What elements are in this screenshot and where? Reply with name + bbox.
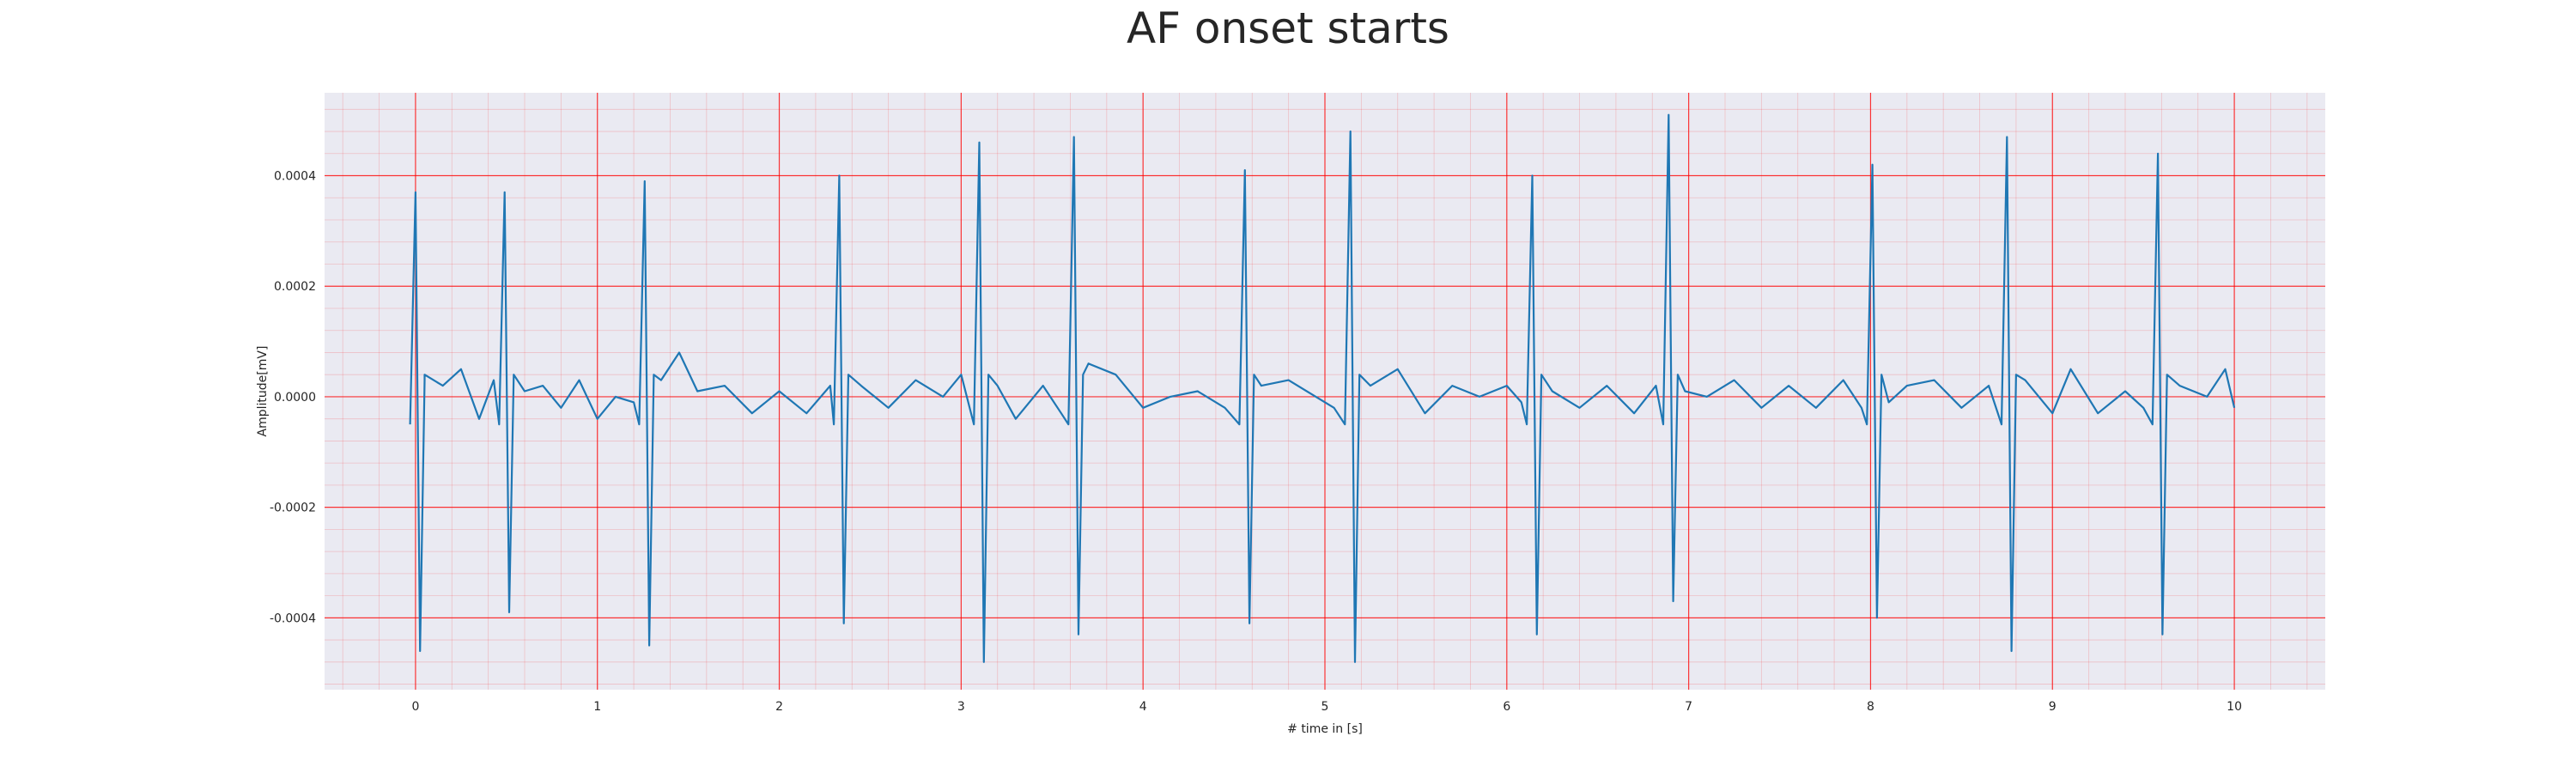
y-tick-label: -0.0002 (270, 502, 316, 515)
y-tick-label: 0.0004 (274, 170, 316, 184)
x-tick-label: 9 (2049, 700, 2057, 714)
x-tick-label: 3 (957, 700, 965, 714)
major-grid (325, 93, 2325, 690)
y-tick-label: -0.0004 (270, 612, 316, 625)
x-tick-label: 6 (1503, 700, 1510, 714)
x-tick-label: 10 (2227, 700, 2242, 714)
x-tick-label: 2 (775, 700, 783, 714)
y-tick-label: 0.0000 (274, 391, 316, 405)
x-tick-label: 4 (1139, 700, 1147, 714)
x-tick-label: 8 (1867, 700, 1874, 714)
y-axis-label: Amplitude[mV] (256, 346, 270, 437)
x-axis-ticks: 0 1 2 3 4 5 6 7 8 9 10 (411, 700, 2242, 714)
x-axis-label: # time in [s] (1287, 722, 1363, 736)
x-tick-label: 5 (1321, 700, 1329, 714)
x-tick-label: 7 (1685, 700, 1692, 714)
y-tick-label: 0.0002 (274, 280, 316, 294)
y-axis-ticks: -0.0004 -0.0002 0.0000 0.0002 0.0004 (270, 170, 316, 626)
chart-title: AF onset starts (1127, 3, 1449, 53)
ecg-signal-line (409, 113, 2236, 663)
x-tick-label: 0 (411, 700, 419, 714)
x-tick-label: 1 (593, 700, 601, 714)
